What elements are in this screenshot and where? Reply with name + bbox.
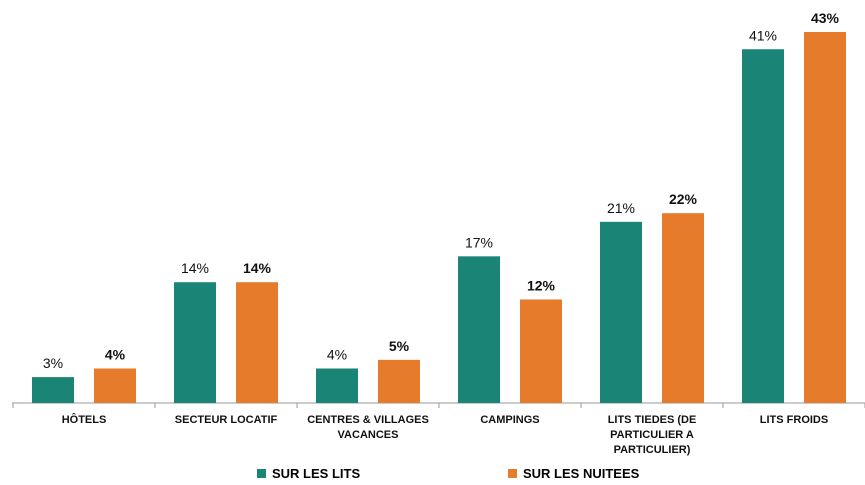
x-tick-label: HÔTELS [61,414,107,426]
legend-swatch [508,469,517,478]
bar [174,282,216,403]
value-label: 43% [811,10,840,26]
value-label: 4% [105,346,126,362]
bar [662,213,704,403]
bar [520,299,562,403]
value-label: 14% [243,260,272,276]
legend-label: SUR LES LITS [272,466,361,481]
x-tick-label: LITS FROIDS [759,414,829,426]
legend-label: SUR LES NUITEES [523,466,640,481]
legend-item: SUR LES NUITEES [508,466,639,481]
x-tick-label: SECTEUR LOCATIF [174,414,278,426]
bar [458,256,500,403]
bar [94,368,136,403]
bar [742,49,784,404]
value-label: 3% [43,355,63,371]
x-tick-label: CAMPINGS [480,414,540,426]
x-tick-label: CENTRES & VILLAGES VACANCES [307,414,429,441]
value-label: 22% [669,191,698,207]
bar [804,32,846,403]
bar [378,359,420,403]
legend-item: SUR LES LITS [257,466,360,481]
value-label: 21% [607,200,635,216]
bar [600,221,642,403]
value-label: 4% [327,346,347,362]
bar [316,368,358,403]
bar [236,282,278,403]
bar [32,377,74,403]
value-label: 14% [181,260,209,276]
value-label: 12% [527,277,556,293]
value-label: 41% [749,27,777,43]
legend-swatch [257,469,266,478]
value-label: 17% [465,234,493,250]
x-tick-label: LITS TIEDES (DE PARTICULIER A PARTICULIE… [607,414,697,456]
value-label: 5% [389,338,410,354]
